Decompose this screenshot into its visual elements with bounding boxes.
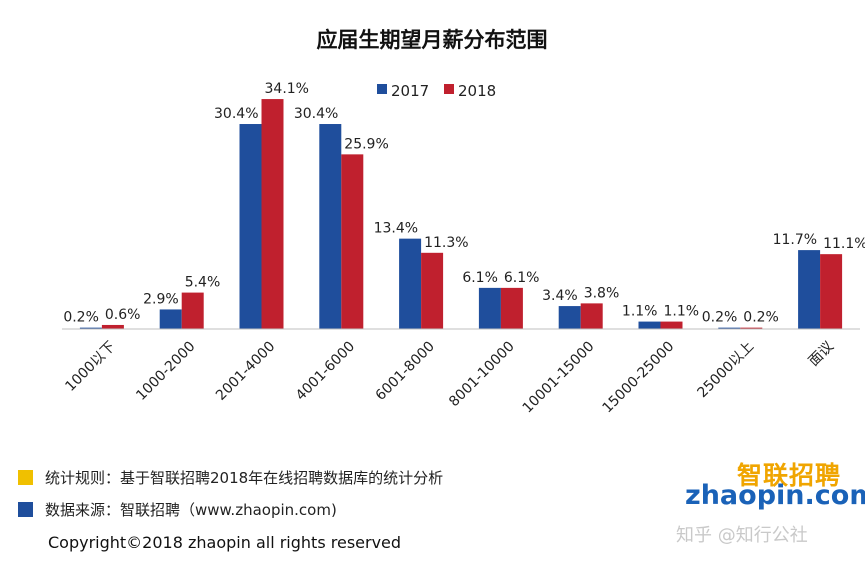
x-tick-label-9: 面议 [806,339,837,370]
legend-swatch-2018 [444,84,454,94]
chart-title: 应届生期望月薪分布范围 [317,28,548,52]
bar-2017-5 [478,287,501,329]
bar-2018-4 [421,252,444,329]
legend-swatch-2017 [377,84,387,94]
note-source-text: 数据来源：智联招聘（www.zhaopin.com) [45,501,337,519]
x-tick-labels-group: 1000以下 1000-2000 2001-4000 4001-6000 6001-80… [62,339,837,417]
data-label-2018-9: 11.1% [823,236,865,252]
bars-group [79,99,843,329]
data-label-2018-7: 1.1% [664,304,700,320]
data-label-2017-5: 6.1% [462,270,498,286]
bar-2018-9 [820,254,843,329]
data-label-2017-0: 0.2% [63,310,99,326]
bar-2018-7 [660,321,683,329]
bar-chart: 应届生期望月薪分布范围 2017 2018 0.2% 0.6%2.9% 5.4% 30.… [62,28,865,417]
note-source: 数据来源：智联招聘（www.zhaopin.com) [18,499,337,520]
bar-2017-0 [79,327,102,329]
legend-label-2018: 2018 [458,82,496,100]
x-tick-label-0: 1000以下 [62,339,118,395]
data-label-2017-8: 0.2% [702,310,738,326]
legend-label-2017: 2017 [391,82,429,100]
bar-2017-1 [159,309,182,329]
bar-2017-8 [718,327,741,329]
data-label-2018-5: 6.1% [504,270,540,286]
x-tick-label-5: 8001-10000 [446,339,518,411]
value-labels-group: 0.2% 0.6%2.9% 5.4% 30.4% 34.1% 30.4% 25.9% 13.4… [63,81,865,326]
data-label-2018-1: 5.4% [185,275,221,291]
bar-2018-2 [261,99,284,329]
zhaopin-logo: 智联招聘 zhaopin.com [685,456,865,516]
data-label-2018-3: 25.9% [344,136,388,152]
bar-2018-5 [500,287,523,329]
bar-2018-3 [341,154,364,329]
bar-2018-8 [740,327,763,329]
watermark-text: 知乎 @知行公社 [676,525,808,546]
bar-2018-6 [580,303,603,329]
data-label-2017-1: 2.9% [143,291,179,307]
x-tick-label-7: 15000-25000 [599,339,677,417]
yellow-square-icon [18,470,33,485]
data-label-2017-3: 30.4% [294,106,338,122]
data-label-2017-9: 11.7% [773,232,817,248]
legend: 2017 2018 [377,82,496,100]
bar-2017-4 [399,238,422,329]
logo-cn-text: 智联招聘 [736,461,841,490]
data-label-2018-6: 3.8% [584,285,620,301]
copyright-text: Copyright©2018 zhaopin all rights reserv… [48,533,402,552]
bar-2018-1 [181,292,204,329]
x-tick-label-1: 1000-2000 [133,339,198,404]
data-label-2017-4: 13.4% [374,221,418,237]
note-rule: 统计规则：基于智联招聘2018年在线招聘数据库的统计分析 [18,467,443,488]
bar-2017-3 [319,124,342,329]
x-tick-label-2: 2001-4000 [213,339,278,404]
data-label-2017-6: 3.4% [542,288,578,304]
bar-2017-6 [558,306,581,329]
bar-2017-2 [239,124,262,329]
note-rule-text: 统计规则：基于智联招聘2018年在线招聘数据库的统计分析 [45,469,444,487]
logo-en-text: zhaopin.com [685,480,865,511]
data-label-2017-7: 1.1% [622,304,658,320]
bar-2017-7 [638,321,661,329]
x-tick-label-6: 10001-15000 [520,339,598,417]
data-label-2017-2: 30.4% [214,106,258,122]
blue-square-icon [18,502,33,517]
bar-2018-0 [101,324,124,329]
x-tick-label-8: 25000以上 [695,339,758,402]
x-tick-label-4: 6001-8000 [373,339,438,404]
data-label-2018-4: 11.3% [424,235,468,251]
x-tick-label-3: 4001-6000 [293,339,358,404]
data-label-2018-2: 34.1% [265,81,309,97]
data-label-2018-0: 0.6% [105,307,141,323]
bar-2017-9 [798,250,821,329]
data-label-2018-8: 0.2% [743,310,779,326]
